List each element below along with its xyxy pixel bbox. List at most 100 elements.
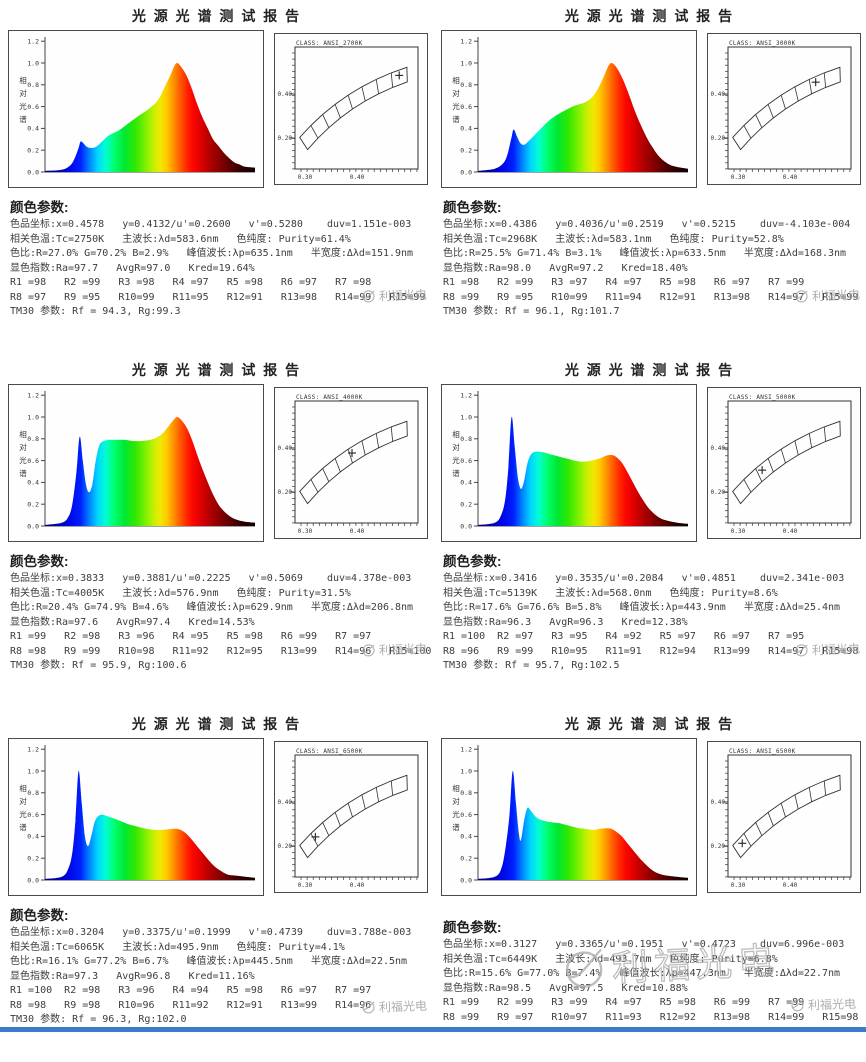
param-line: 色品坐标:x=0.3833 y=0.3881/u'=0.2225 v'=0.50… [10, 573, 412, 584]
param-line: 色比:R=25.5% G=71.4% B=3.1% 峰值波长:λp=633.5n… [443, 248, 847, 259]
report-title: 光 源 光 谱 测 试 报 告 [131, 716, 302, 732]
spectrum-ylabel-char: 对 [19, 88, 27, 98]
spectrum-ytick-label: 0.4 [460, 125, 472, 133]
param-line: 显色指数:Ra=98.0 AvgR=97.2 Kred=18.40% [443, 262, 688, 274]
param-line: 色品坐标:x=0.4578 y=0.4132/u'=0.2600 v'=0.52… [10, 219, 412, 230]
spectrum-ytick-label: 0.8 [27, 789, 39, 797]
spectrum-ytick-label: 0.4 [27, 479, 39, 487]
report-title: 光 源 光 谱 测 试 报 告 [131, 8, 302, 24]
cie-chromaticity-box: CLASS: ANSI_4000K 0.40 0.20 0.30 0.40 [274, 387, 428, 539]
param-line: TM30 参数: Rf = 95.9, Rg:100.6 [10, 660, 187, 671]
color-params-heading: 颜色参数: [443, 554, 502, 569]
chromaticity-point-marker [395, 71, 404, 80]
param-line: R8 =98 R9 =98 R10=96 R11=92 R12=91 R13=9… [10, 999, 372, 1011]
spectrum-ytick-label: 1.2 [460, 38, 472, 46]
cie-xtick-label: 0.30 [298, 882, 313, 889]
spectrum-ylabel-char: 光 [19, 101, 27, 111]
ansi-class-label: CLASS: ANSI_6500K [729, 748, 796, 755]
cie-ytick-label: 0.40 [278, 91, 293, 98]
param-line: 色比:R=16.1% G=77.2% B=6.7% 峰值波长:λp=445.5n… [10, 956, 408, 967]
cie-chromaticity-chart: CLASS: ANSI_2700K 0.40 0.20 0.30 0.40 [278, 40, 419, 181]
param-line: 显色指数:Ra=97.6 AvgR=97.4 Kred=14.53% [10, 616, 255, 628]
ansi-bin-band [299, 774, 408, 859]
spectrum-ytick-label: 0.0 [460, 168, 472, 176]
ansi-bin-band [299, 420, 408, 505]
ansi-bin-band [299, 66, 408, 151]
chromaticity-point-marker [738, 839, 747, 848]
cie-ytick-label: 0.20 [711, 135, 726, 142]
param-line: R1 =98 R2 =99 R3 =97 R4 =97 R5 =98 R6 =9… [443, 277, 805, 288]
spectrum-ylabel-char: 谱 [19, 114, 27, 124]
spectrum-ylabel-char: 谱 [19, 822, 27, 832]
spectrum-ylabel-char: 光 [452, 101, 460, 111]
color-params-heading: 颜色参数: [10, 554, 69, 569]
spectrum-ytick-label: 0.6 [460, 457, 472, 465]
color-params-heading: 颜色参数: [443, 200, 502, 215]
ansi-class-label: CLASS: ANSI_4000K [296, 394, 363, 401]
param-line: 显色指数:Ra=97.7 AvgR=97.0 Kred=19.64% [10, 262, 255, 274]
ansi-class-label: CLASS: ANSI_2700K [296, 40, 363, 47]
param-line: R1 =98 R2 =99 R3 =98 R4 =97 R5 =98 R6 =9… [10, 277, 372, 288]
spectral-test-report-page: { "report_title": "光 源 光 谱 测 试 报 告", "pa… [0, 8, 866, 1032]
param-line: 色比:R=17.6% G=76.6% B=5.8% 峰值波长:λp=443.9n… [443, 602, 841, 613]
cie-chromaticity-chart: CLASS: ANSI_3000K 0.40 0.20 0.30 0.40 [711, 40, 852, 181]
spectrum-ytick-label: 0.8 [460, 435, 472, 443]
param-line: 相关色温:Tc=6449K 主波长:λd=493.7nm 色纯度: Purity… [443, 953, 778, 965]
ansi-class-label: CLASS: ANSI_5000K [729, 394, 796, 401]
param-line: R1 =99 R2 =99 R3 =99 R4 =97 R5 =98 R6 =9… [443, 997, 805, 1008]
cie-xtick-label: 0.30 [731, 174, 746, 181]
spectrum-ytick-label: 0.2 [27, 147, 39, 155]
param-line: 显色指数:Ra=96.3 AvgR=96.3 Kred=12.38% [443, 616, 688, 628]
cie-ytick-label: 0.20 [711, 489, 726, 496]
cie-ytick-label: 0.40 [278, 799, 293, 806]
report-panel: 光 源 光 谱 测 试 报 告 0.0 0.2 0.4 0.6 0.8 1.0 1.2 相对光… [0, 708, 433, 1062]
color-params-heading: 颜色参数: [10, 200, 69, 215]
spectrum-chart-box: 0.0 0.2 0.4 0.6 0.8 1.0 1.2 相对光谱 [8, 30, 264, 188]
spectrum-ytick-label: 0.0 [460, 876, 472, 884]
spectrum-ytick-label: 0.0 [27, 876, 39, 884]
cie-xtick-label: 0.40 [350, 528, 365, 535]
cie-xtick-label: 0.30 [298, 528, 313, 535]
spectrum-ylabel-char: 光 [19, 809, 27, 819]
cie-xtick-label: 0.30 [298, 174, 313, 181]
spectrum-ytick-label: 0.6 [27, 811, 39, 819]
report-panel: 光 源 光 谱 测 试 报 告 0.0 0.2 0.4 0.6 0.8 1.0 1.2 相对光… [0, 354, 433, 708]
ansi-class-label: CLASS: ANSI_6500K [296, 748, 363, 755]
cie-xtick-label: 0.40 [783, 174, 798, 181]
param-line: R8 =99 R9 =97 R10=97 R11=93 R12=92 R13=9… [443, 1011, 859, 1023]
param-line: 色品坐标:x=0.3204 y=0.3375/u'=0.1999 v'=0.47… [10, 927, 412, 938]
cie-chromaticity-box: CLASS: ANSI_6500K 0.40 0.20 0.30 0.40 [274, 741, 428, 893]
report-title: 光 源 光 谱 测 试 报 告 [564, 362, 735, 378]
cie-chromaticity-box: CLASS: ANSI_2700K 0.40 0.20 0.30 0.40 [274, 33, 428, 185]
spectrum-ylabel-char: 相 [19, 429, 27, 439]
spectrum-ytick-label: 1.2 [460, 392, 472, 400]
spectrum-ytick-label: 0.0 [460, 522, 472, 530]
cie-xtick-label: 0.40 [783, 528, 798, 535]
spectrum-ylabel-char: 对 [452, 88, 460, 98]
report-title: 光 源 光 谱 测 试 报 告 [564, 8, 735, 24]
spectrum-ytick-label: 0.2 [460, 147, 472, 155]
spectrum-ylabel-char: 谱 [452, 822, 460, 832]
spectrum-ytick-label: 0.2 [27, 855, 39, 863]
spectrum-ylabel-char: 谱 [452, 114, 460, 124]
spectrum-ylabel-char: 光 [452, 455, 460, 465]
chromaticity-point-marker [811, 78, 820, 87]
spectrum-ytick-label: 0.4 [27, 125, 39, 133]
color-params-lines: 色品坐标:x=0.3416 y=0.3535/u'=0.2084 v'=0.48… [443, 572, 863, 674]
cie-chromaticity-box: CLASS: ANSI_5000K 0.40 0.20 0.30 0.40 [707, 387, 861, 539]
param-line: R8 =97 R9 =95 R10=99 R11=95 R12=91 R13=9… [10, 291, 426, 303]
spectrum-ytick-label: 0.8 [27, 81, 39, 89]
cie-xtick-label: 0.40 [350, 882, 365, 889]
cie-ytick-label: 0.40 [711, 799, 726, 806]
param-line: 色品坐标:x=0.3127 y=0.3365/u'=0.1951 v'=0.47… [443, 939, 845, 950]
cie-ytick-label: 0.40 [278, 445, 293, 452]
spectral-power-distribution [478, 770, 688, 880]
spectral-power-distribution [478, 416, 688, 526]
spectrum-chart-box: 0.0 0.2 0.4 0.6 0.8 1.0 1.2 相对光谱 [8, 738, 264, 896]
cie-chromaticity-chart: CLASS: ANSI_6500K 0.40 0.20 0.30 0.40 [711, 748, 852, 889]
spectrum-ylabel-char: 光 [19, 455, 27, 465]
spectrum-ytick-label: 0.8 [27, 435, 39, 443]
